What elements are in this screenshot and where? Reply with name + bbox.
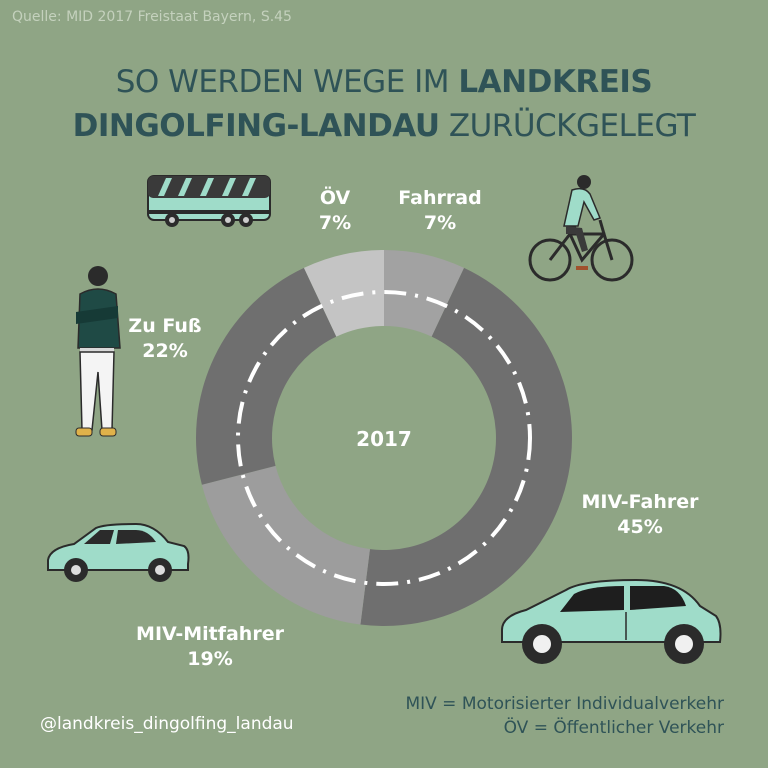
slice-label-name: MIV-Fahrer [581,491,699,513]
abbreviation-legend: MIV = Motorisierter Individualverkehr ÖV… [405,692,724,740]
donut-slice-öv [303,250,384,337]
slice-label-value: 7% [318,212,352,234]
bus-icon [147,175,271,227]
title-line1-bold: LANDKREIS [458,64,653,100]
slice-label-zu-fuss: Zu Fuß 22% [120,314,210,364]
slice-label-name: Fahrrad [398,187,482,209]
dash-ring [236,290,532,586]
pedestrian-icon [75,266,121,437]
slice-label-oev: ÖV 7% [300,186,370,236]
cyclist-icon [528,175,634,282]
social-handle: @landkreis_dingolfing_landau [40,714,294,734]
legend-miv: MIV = Motorisierter Individualverkehr [405,694,724,714]
large-car-icon [501,578,722,664]
slice-label-miv-mitfahrer: MIV-Mitfahrer 19% [120,622,300,672]
donut-slice-miv-mitfahrer [201,465,370,625]
title-line1-regular: SO WERDEN WEGE IM [115,64,459,100]
donut-slice-miv-fahrer [360,267,572,627]
center-year-label: 2017 [356,427,412,451]
slice-label-miv-fahrer: MIV-Fahrer 45% [570,490,710,540]
page-title: SO WERDEN WEGE IM LANDKREIS DINGOLFING-L… [0,60,768,148]
slice-label-name: Zu Fuß [128,315,202,337]
title-line2-regular: ZURÜCKGELEGT [439,108,696,144]
slice-label-value: 19% [187,648,233,670]
donut-slice-zu-fuß [196,267,337,485]
source-note: Quelle: MID 2017 Freistaat Bayern, S.45 [12,9,292,25]
slice-label-fahrrad: Fahrrad 7% [390,186,490,236]
title-line2-bold: DINGOLFING-LANDAU [72,108,440,144]
slice-label-value: 22% [142,340,188,362]
donut-slice-fahrrad [384,250,465,337]
slice-label-value: 7% [423,212,457,234]
slice-label-name: ÖV [319,187,351,209]
legend-oev: ÖV = Öffentlicher Verkehr [503,718,724,738]
slice-label-name: MIV-Mitfahrer [136,623,284,645]
slice-label-value: 45% [617,516,663,538]
small-car-icon [47,522,190,582]
